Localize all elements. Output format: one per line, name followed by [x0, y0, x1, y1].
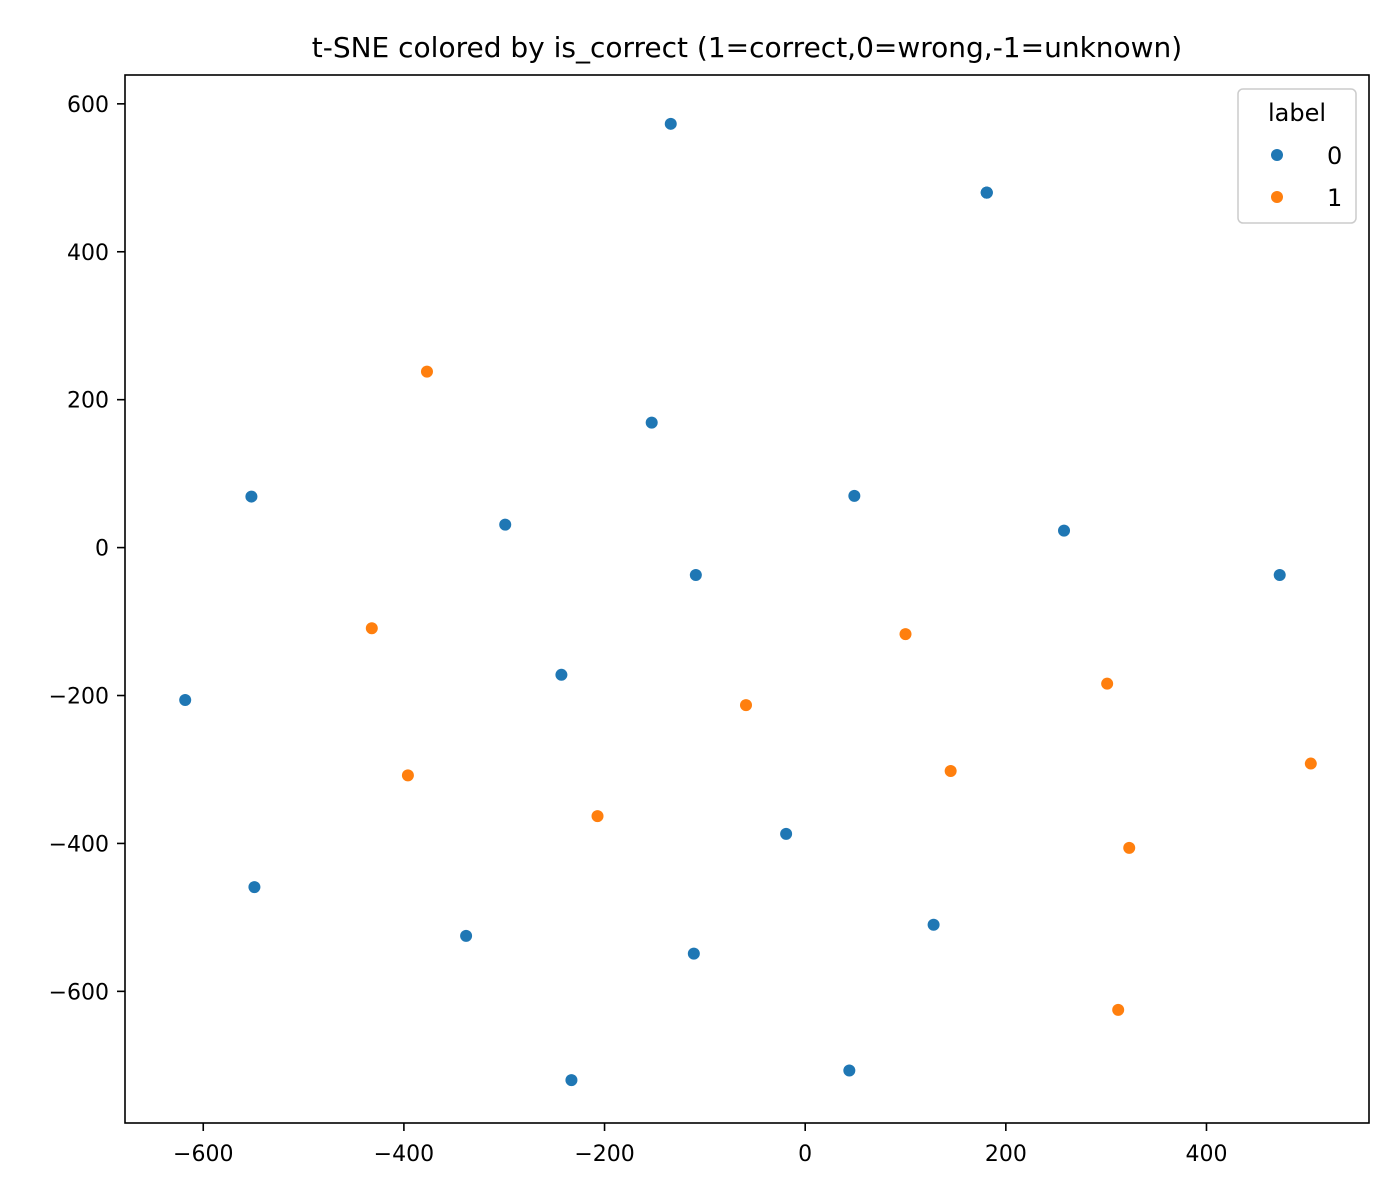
x-tick-label: −400	[374, 1142, 434, 1167]
legend-label-1: 1	[1327, 184, 1342, 212]
data-point-label-0	[980, 186, 993, 199]
data-point-label-0	[780, 827, 793, 840]
data-point-label-0	[179, 693, 192, 706]
y-tick-label: −400	[49, 832, 109, 857]
data-point-label-1	[899, 628, 912, 641]
legend-marker-0	[1271, 149, 1283, 161]
y-tick-label: −600	[49, 980, 109, 1005]
data-point-label-0	[555, 668, 568, 681]
legend-marker-1	[1271, 191, 1283, 203]
y-tick-label: −200	[49, 685, 109, 710]
data-point-label-0	[1273, 568, 1286, 581]
y-axis: 600 400 200 0 −200 −400 −600	[49, 93, 125, 1005]
data-point-label-0	[460, 929, 473, 942]
plot-frame	[124, 74, 1370, 1124]
data-point-label-0	[1058, 524, 1071, 537]
data-point-label-0	[245, 490, 258, 503]
legend-entries: 01	[1271, 142, 1342, 212]
y-tick-label: 200	[67, 389, 109, 414]
x-tick-label: 200	[985, 1142, 1027, 1167]
data-point-label-0	[499, 518, 512, 531]
x-tick-label: −600	[173, 1142, 233, 1167]
data-point-label-0	[664, 117, 677, 130]
legend-box	[1237, 88, 1357, 224]
data-point-label-0	[565, 1074, 578, 1087]
data-point-label-1	[1112, 1003, 1125, 1016]
data-point-label-0	[687, 947, 700, 960]
data-point-label-1	[1123, 841, 1136, 854]
legend-title: label	[1268, 99, 1326, 127]
data-point-label-1	[1304, 757, 1317, 770]
y-tick-label: 400	[67, 241, 109, 266]
y-tick-label: 600	[67, 93, 109, 118]
data-point-label-0	[645, 416, 658, 429]
data-point-label-1	[1101, 677, 1114, 690]
legend-label-0: 0	[1327, 142, 1342, 170]
data-point-label-0	[689, 568, 702, 581]
x-tick-label: −200	[574, 1142, 634, 1167]
data-point-label-1	[365, 622, 378, 635]
data-point-label-0	[927, 918, 940, 931]
data-point-label-1	[739, 699, 752, 712]
data-point-label-0	[843, 1064, 856, 1077]
x-tick-label: 0	[798, 1142, 812, 1167]
data-point-label-0	[848, 489, 861, 502]
data-point-label-1	[591, 810, 604, 823]
data-point-label-1	[401, 769, 414, 782]
scatter-points	[179, 117, 1317, 1087]
x-tick-label: 400	[1185, 1142, 1227, 1167]
chart-title: t-SNE colored by is_correct (1=correct,0…	[312, 31, 1182, 64]
data-point-label-0	[248, 881, 261, 894]
legend: label 01	[1237, 88, 1357, 224]
data-point-label-1	[420, 365, 433, 378]
data-point-label-1	[944, 764, 957, 777]
x-axis: −600 −400 −200 0 200 400	[173, 1123, 1227, 1167]
y-tick-label: 0	[95, 537, 109, 562]
